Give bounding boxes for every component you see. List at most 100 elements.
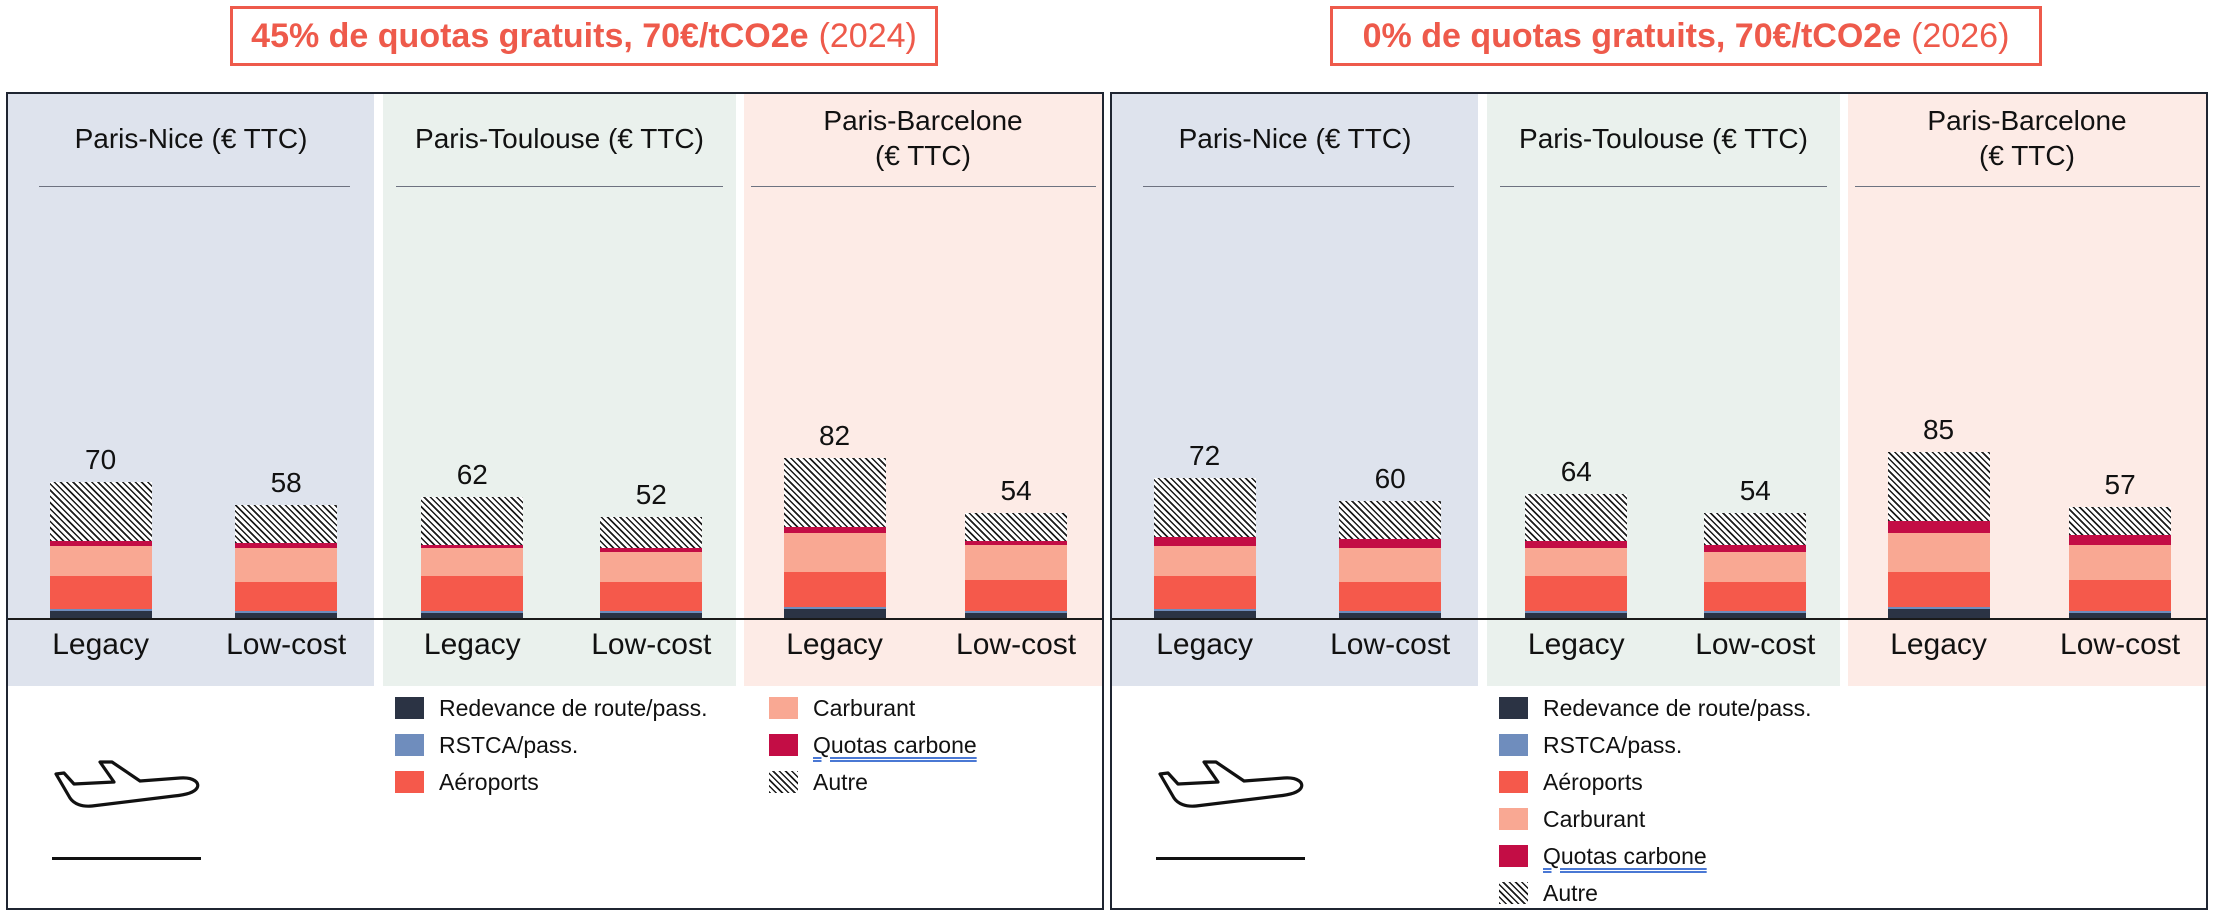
bar-segment-carburant xyxy=(421,548,524,576)
bar-segment-quotas-carbone xyxy=(600,548,703,553)
bar-total-label: 60 xyxy=(1374,463,1406,495)
route-group-title-rule xyxy=(751,186,1096,187)
bar-segment-rstca-pass xyxy=(1339,611,1442,614)
route-group-title-rule xyxy=(396,186,723,187)
route-group-title: Paris-Barcelone (€ TTC) xyxy=(1927,105,2127,171)
route-group-title-rule xyxy=(1500,186,1827,187)
bar-segment-quotas-carbone xyxy=(235,542,338,549)
bar-segment-rstca-pass xyxy=(2069,611,2172,614)
bar-segment-autre xyxy=(49,481,152,541)
bar-segment-redevance-de-route-pass xyxy=(2069,613,2172,619)
panel-title: 45% de quotas gratuits, 70€/tCO2e (2024) xyxy=(230,6,938,66)
legend-label: Carburant xyxy=(813,694,916,721)
legend-item-rstca-pass: RSTCA/pass. xyxy=(1499,730,1682,760)
bar-segment-redevance-de-route-pass xyxy=(965,613,1068,619)
bar-segment-rstca-pass xyxy=(1887,607,1990,610)
category-label: Legacy xyxy=(1527,628,1625,661)
bar-segment-autre xyxy=(235,505,338,543)
route-group-title-rule xyxy=(1143,186,1454,187)
bar-segment-redevance-de-route-pass xyxy=(235,613,338,619)
panel-title: 0% de quotas gratuits, 70€/tCO2e (2026) xyxy=(1330,6,2042,66)
bar-segment-autre xyxy=(421,497,524,545)
bar-segment-quotas-carbone xyxy=(1704,544,1807,553)
legend-item-redevance-de-route-pass: Redevance de route/pass. xyxy=(395,693,708,723)
route-group-title: Paris-Nice (€ TTC) xyxy=(1178,122,1412,154)
bar-total-label: 62 xyxy=(456,459,488,491)
category-label: Legacy xyxy=(423,628,521,661)
bar-segment-quotas-carbone xyxy=(965,540,1068,545)
bar-total-label: 82 xyxy=(818,420,851,452)
route-group-title-rule xyxy=(39,186,350,187)
bar-segment-quotas-carbone xyxy=(1525,540,1628,549)
bar-segment-rstca-pass xyxy=(1704,611,1807,614)
bar-segment-redevance-de-route-pass xyxy=(600,613,703,619)
bar-segment-aeroports xyxy=(1153,575,1256,610)
route-group-title-rule xyxy=(1855,186,2200,187)
bar-segment-carburant xyxy=(2069,544,2172,580)
legend-swatch xyxy=(1499,771,1528,793)
bar-segment-autre xyxy=(1153,477,1256,537)
bar-segment-carburant xyxy=(235,548,338,582)
legend-item-aeroports: Aéroports xyxy=(395,767,539,797)
category-label: Low-cost xyxy=(591,628,712,661)
panel-title-main: 0% de quotas gratuits, 70€/tCO2e xyxy=(1362,16,1902,55)
category-label: Low-cost xyxy=(2060,628,2181,661)
bar-segment-redevance-de-route-pass xyxy=(783,609,886,619)
legend-swatch xyxy=(1499,882,1528,904)
bar-segment-autre xyxy=(2069,507,2172,535)
legend-item-quotas-carbone: Quotas carbone xyxy=(769,730,977,760)
legend-label[interactable]: Quotas carbone xyxy=(813,731,977,758)
legend-label: Autre xyxy=(813,768,868,795)
bar-segment-carburant xyxy=(1704,552,1807,582)
bar-segment-aeroports xyxy=(783,571,886,608)
bar-total-label: 64 xyxy=(1560,455,1592,487)
bar-segment-quotas-carbone xyxy=(783,526,886,533)
bar-segment-quotas-carbone xyxy=(421,544,524,549)
bar-segment-autre xyxy=(1704,513,1807,545)
legend-swatch xyxy=(1499,697,1528,719)
bar-segment-aeroports xyxy=(1525,575,1628,612)
bar-segment-carburant xyxy=(1153,546,1256,576)
chart-panel: Paris-Nice (€ TTC) 70 Legacy 58 Low-cost Pari… xyxy=(6,92,1104,910)
category-label: Low-cost xyxy=(226,628,347,661)
legend-swatch xyxy=(1499,808,1528,830)
x-axis-baseline xyxy=(8,618,1102,620)
bar-segment-autre xyxy=(600,517,703,549)
legend-swatch xyxy=(395,697,424,719)
legend-label[interactable]: Quotas carbone xyxy=(1543,842,1707,869)
bar-segment-aeroports xyxy=(235,581,338,612)
bar-total-label: 58 xyxy=(270,467,302,499)
legend-item-quotas-carbone: Quotas carbone xyxy=(1499,841,1707,871)
legend-swatch xyxy=(769,734,798,756)
panel-title-year: (2026) xyxy=(1911,16,2010,55)
legend-swatch xyxy=(769,771,798,793)
bar-segment-rstca-pass xyxy=(783,607,886,610)
bar-segment-redevance-de-route-pass xyxy=(1704,613,1807,619)
bar-segment-redevance-de-route-pass xyxy=(421,613,524,619)
bar-segment-quotas-carbone xyxy=(49,540,152,547)
bar-segment-carburant xyxy=(783,532,886,572)
bar-segment-carburant xyxy=(600,552,703,582)
bar-total-label: 54 xyxy=(1739,475,1771,507)
airplane-icon xyxy=(52,760,202,812)
bar-segment-rstca-pass xyxy=(1525,611,1628,614)
bar-segment-carburant xyxy=(1339,548,1442,582)
icon-underline xyxy=(1156,857,1305,860)
route-group-title: Paris-Barcelone (€ TTC) xyxy=(823,105,1023,171)
bar-segment-rstca-pass xyxy=(600,611,703,614)
legend-item-autre: Autre xyxy=(769,767,868,797)
bar-total-label: 52 xyxy=(635,479,667,511)
legend-label: Aéroports xyxy=(439,768,539,795)
bar-total-label: 85 xyxy=(1922,414,1955,446)
bar-segment-redevance-de-route-pass xyxy=(1525,613,1628,619)
bar-segment-carburant xyxy=(1525,548,1628,576)
legend-item-redevance-de-route-pass: Redevance de route/pass. xyxy=(1499,693,1812,723)
category-label: Legacy xyxy=(786,628,883,661)
legend-swatch xyxy=(769,697,798,719)
legend-swatch xyxy=(395,734,424,756)
chart-panel: Paris-Nice (€ TTC) 72 Legacy 60 Low-cost Pari… xyxy=(1110,92,2208,910)
bar-segment-quotas-carbone xyxy=(1153,536,1256,547)
bar-total-label: 57 xyxy=(2104,469,2136,501)
legend-label: Carburant xyxy=(1543,805,1646,832)
bar-segment-aeroports xyxy=(600,581,703,612)
